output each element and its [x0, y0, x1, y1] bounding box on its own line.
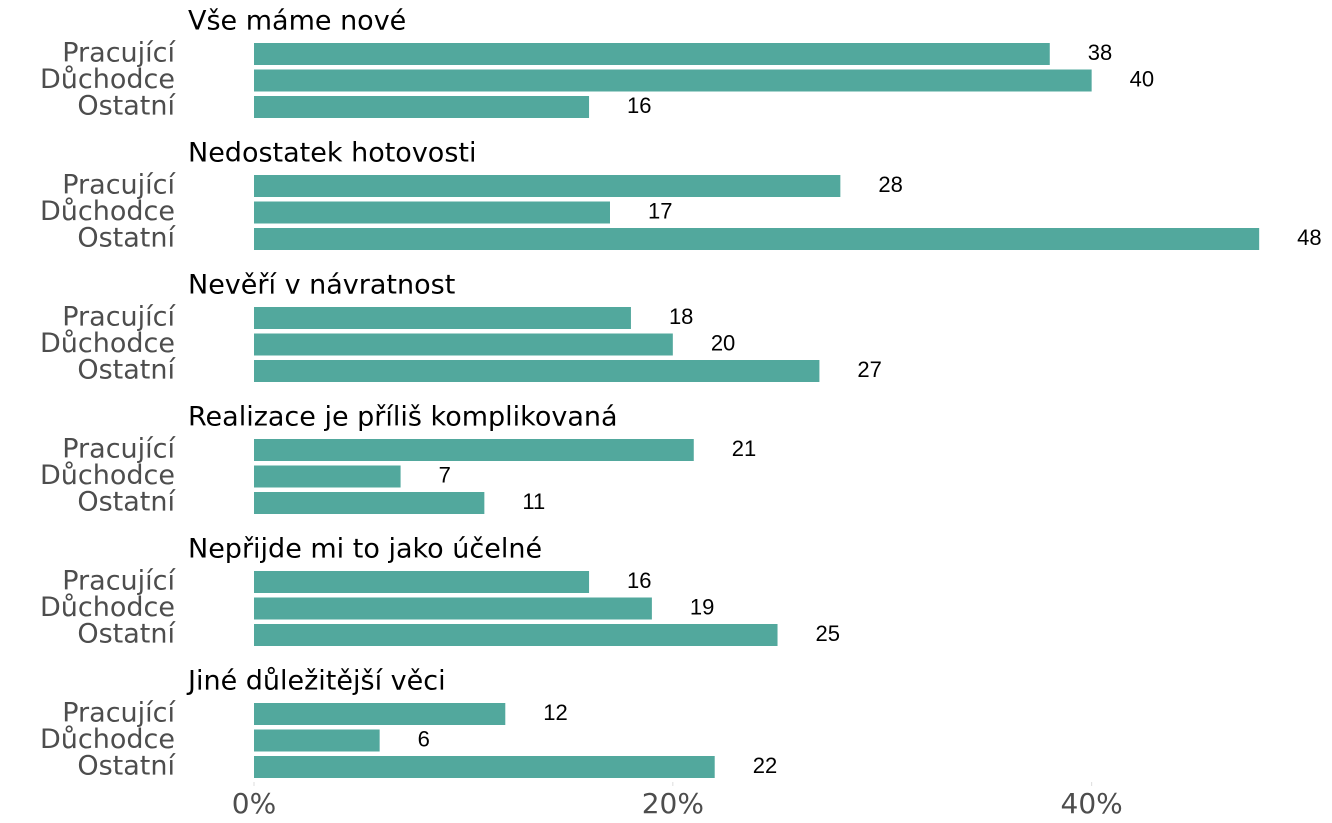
x-tick-label: 40%	[1061, 787, 1123, 820]
category-label: Pracující	[62, 698, 176, 729]
bar	[254, 96, 590, 118]
value-label: 18	[669, 304, 693, 329]
bar	[254, 756, 715, 778]
category-label: Důchodce	[40, 64, 175, 95]
value-label: 20	[711, 330, 735, 355]
value-label: 38	[1088, 40, 1112, 65]
bar	[254, 43, 1050, 65]
value-label: 28	[878, 172, 902, 197]
panel-title: Realizace je příliš komplikovaná	[188, 402, 618, 433]
bar	[254, 439, 694, 461]
panel-title: Nevěří v návratnost	[188, 270, 455, 301]
bar	[254, 729, 380, 752]
value-label: 11	[522, 489, 545, 514]
bar	[254, 69, 1092, 92]
value-label: 27	[857, 357, 881, 382]
value-label: 21	[732, 436, 756, 461]
bar	[254, 624, 778, 646]
category-label: Důchodce	[40, 196, 175, 227]
category-label: Ostatní	[77, 355, 176, 386]
value-label: 12	[543, 700, 567, 725]
value-label: 22	[753, 753, 777, 778]
value-label: 16	[627, 93, 651, 118]
value-label: 40	[1130, 66, 1154, 91]
bar	[254, 571, 590, 593]
category-label: Důchodce	[40, 328, 175, 359]
x-tick-label: 0%	[232, 787, 276, 820]
bar	[254, 201, 610, 224]
bar	[254, 465, 401, 488]
panel-title: Nedostatek hotovosti	[188, 138, 476, 169]
x-tick-label: 20%	[642, 787, 704, 820]
bar	[254, 492, 485, 514]
category-label: Pracující	[62, 434, 176, 465]
bar	[254, 228, 1260, 250]
category-label: Důchodce	[40, 592, 175, 623]
panel-title: Nepřijde mi to jako účelné	[188, 534, 542, 565]
bar	[254, 360, 820, 382]
value-label: 48	[1297, 225, 1321, 250]
category-label: Důchodce	[40, 460, 175, 491]
value-label: 6	[418, 726, 430, 751]
bar	[254, 703, 506, 725]
category-label: Pracující	[62, 566, 176, 597]
value-label: 16	[627, 568, 651, 593]
bar	[254, 307, 631, 329]
category-label: Důchodce	[40, 724, 175, 755]
panel-title: Jiné důležitější věci	[186, 666, 446, 697]
value-label: 7	[439, 462, 451, 487]
panel-title: Vše máme nové	[188, 6, 406, 37]
bar	[254, 333, 673, 356]
category-label: Ostatní	[77, 619, 176, 650]
category-label: Ostatní	[77, 487, 176, 518]
category-label: Pracující	[62, 38, 176, 69]
value-label: 17	[648, 198, 672, 223]
category-label: Ostatní	[77, 751, 176, 782]
bar	[254, 597, 652, 620]
category-label: Pracující	[62, 302, 176, 333]
value-label: 25	[816, 621, 840, 646]
category-label: Ostatní	[77, 91, 176, 122]
value-label: 19	[690, 594, 714, 619]
category-label: Pracující	[62, 170, 176, 201]
category-label: Ostatní	[77, 223, 176, 254]
bar	[254, 175, 841, 197]
